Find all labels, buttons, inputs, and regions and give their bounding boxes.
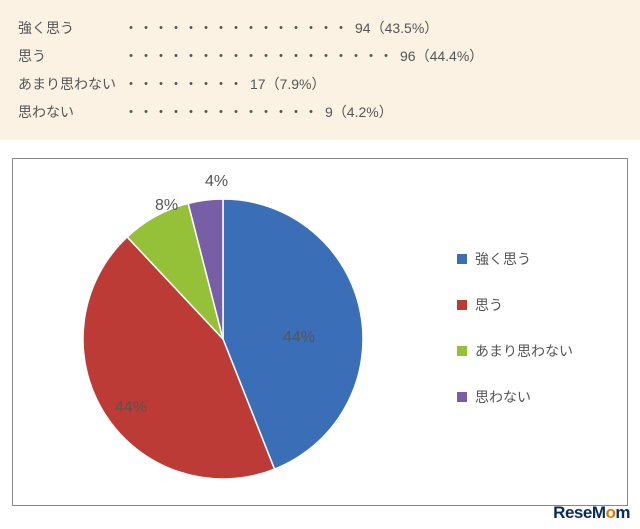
legend-item: 強く思う <box>457 249 573 269</box>
pie-slice-label: 44% <box>283 329 315 347</box>
legend-label: 思う <box>475 295 503 315</box>
legend-label: 思わない <box>475 387 531 407</box>
legend-swatch <box>457 346 467 356</box>
summary-value: 96（44.4%） <box>400 46 483 66</box>
pie-chart-container: 44% 44% 8% 4% 強く思う思うあまり思わない思わない <box>12 158 628 506</box>
summary-label: 思う <box>18 46 118 66</box>
pie-slice-label: 44% <box>115 399 147 417</box>
watermark-part: o <box>605 503 615 522</box>
watermark-part: m <box>615 503 630 522</box>
summary-value: 17（7.9%） <box>250 74 325 94</box>
legend-swatch <box>457 300 467 310</box>
summary-value: 94（43.5%） <box>355 18 438 38</box>
legend-swatch <box>457 254 467 264</box>
summary-label: 強く思う <box>18 18 118 38</box>
legend-item: あまり思わない <box>457 341 573 361</box>
summary-row: 強く思う・・・・・・・・・・・・・・・ 94（43.5%） <box>18 14 622 42</box>
summary-dots: ・・・・・・・・・・・・・ <box>124 102 319 122</box>
legend-label: 強く思う <box>475 249 531 269</box>
summary-dots: ・・・・・・・・ <box>124 74 244 94</box>
pie-chart: 44%44%8%4% <box>83 199 363 479</box>
watermark-part: M <box>592 503 606 522</box>
summary-value: 9（4.2%） <box>325 102 393 122</box>
summary-dots: ・・・・・・・・・・・・・・・・・・ <box>124 46 394 66</box>
summary-dots: ・・・・・・・・・・・・・・・ <box>124 18 349 38</box>
summary-label: 思わない <box>18 102 118 122</box>
watermark-logo: ReseMom <box>553 503 630 523</box>
legend-item: 思わない <box>457 387 573 407</box>
summary-row: あまり思わない・・・・・・・・ 17（7.9%） <box>18 70 622 98</box>
summary-box: 強く思う・・・・・・・・・・・・・・・94（43.5%）思う・・・・・・・・・・… <box>0 0 640 140</box>
legend: 強く思う思うあまり思わない思わない <box>457 249 573 433</box>
pie-slice-label: 4% <box>205 173 228 191</box>
legend-swatch <box>457 392 467 402</box>
watermark-part: Rese <box>553 503 592 522</box>
summary-label: あまり思わない <box>18 74 118 94</box>
legend-item: 思う <box>457 295 573 315</box>
summary-row: 思う・・・・・・・・・・・・・・・・・・ 96（44.4%） <box>18 42 622 70</box>
summary-row: 思わない・・・・・・・・・・・・・ 9（4.2%） <box>18 98 622 126</box>
legend-label: あまり思わない <box>475 341 573 361</box>
pie-slice-label: 8% <box>155 197 178 215</box>
